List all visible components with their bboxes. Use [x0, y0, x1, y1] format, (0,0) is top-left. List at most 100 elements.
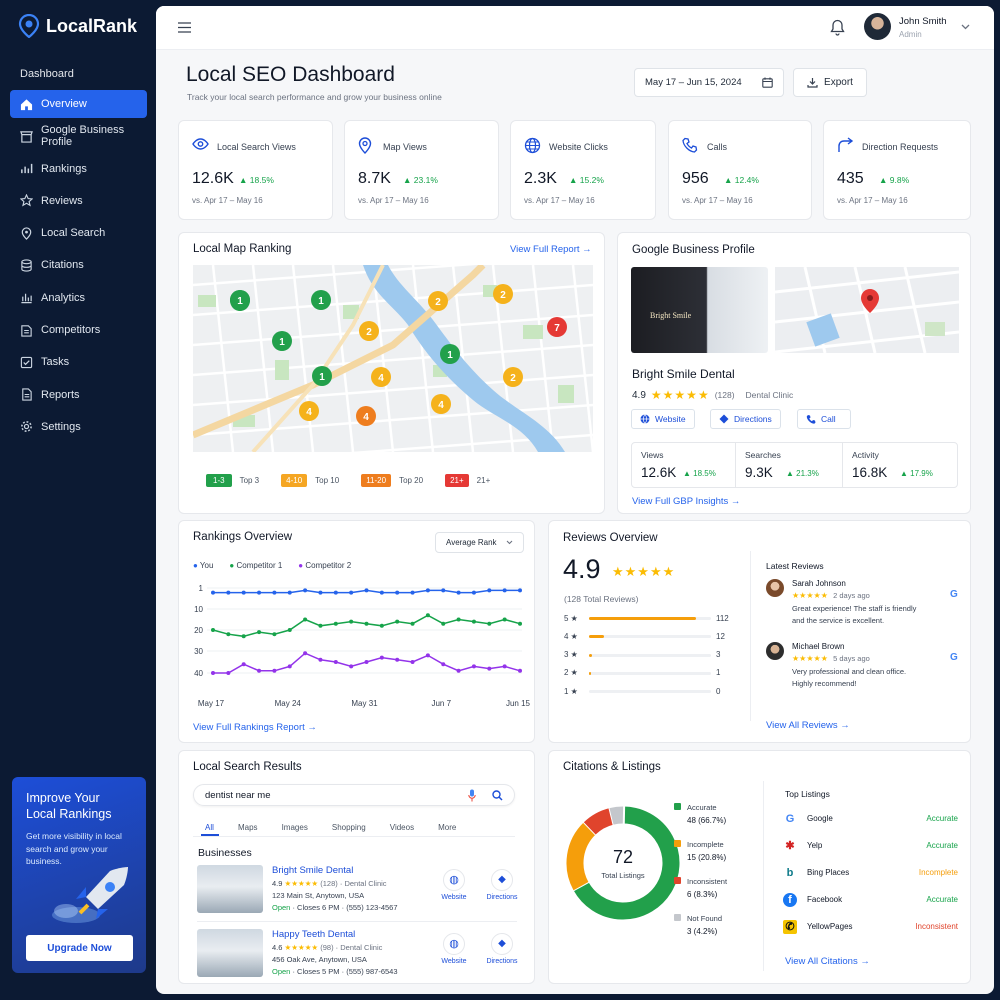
view-full-gbp-insights-link[interactable]: View Full GBP Insights → [632, 496, 741, 507]
rank-metric-select[interactable]: Average Rank [435, 532, 524, 553]
view-full-report-link[interactable]: View Full Report → [510, 244, 592, 255]
data-point[interactable] [471, 619, 476, 624]
donut-segment-not-found[interactable] [609, 806, 625, 825]
review-item[interactable]: Michael Brown ★★★★★ 5 days ago Very prof… [766, 642, 961, 692]
donut-segment-incomplete[interactable] [566, 822, 596, 891]
data-point[interactable] [303, 588, 308, 593]
result-website-action[interactable]: ◍ Website [439, 933, 469, 965]
data-point[interactable] [287, 590, 292, 595]
stat-card-website-clicks[interactable]: Website Clicks 2.3K ▲ 15.2% vs. Apr 17 –… [510, 120, 656, 220]
data-point[interactable] [333, 660, 338, 664]
map-pin[interactable]: 1 [312, 366, 332, 386]
hamburger-menu-icon[interactable] [178, 22, 191, 33]
search-box[interactable]: dentist near me [193, 784, 515, 806]
sidebar-item-citations[interactable]: Citations [10, 251, 147, 279]
map-pin[interactable]: 2 [503, 367, 523, 387]
data-point[interactable] [456, 668, 461, 673]
review-item[interactable]: Sarah Johnson ★★★★★ 2 days ago Great exp… [766, 579, 961, 629]
avatar[interactable] [864, 13, 891, 40]
stat-card-calls[interactable]: Calls 956 ▲ 12.4% vs. Apr 17 – May 16 [668, 120, 812, 220]
directions-button[interactable]: Directions [710, 409, 781, 429]
tab-videos[interactable]: Videos [389, 823, 415, 832]
data-point[interactable] [518, 588, 522, 593]
data-point[interactable] [364, 660, 369, 664]
data-point[interactable] [410, 621, 415, 626]
data-point[interactable] [257, 668, 262, 673]
map-pin[interactable]: 2 [428, 291, 448, 311]
data-point[interactable] [441, 588, 446, 593]
bell-icon[interactable] [830, 19, 845, 36]
data-point[interactable] [471, 664, 476, 669]
data-point[interactable] [379, 655, 384, 660]
data-point[interactable] [226, 590, 231, 595]
export-button[interactable]: Export [793, 68, 867, 97]
data-point[interactable] [287, 664, 292, 669]
data-point[interactable] [395, 657, 400, 662]
data-point[interactable] [395, 619, 400, 624]
listing-row[interactable]: f Facebook Accurate [783, 893, 958, 909]
view-all-citations-link[interactable]: View All Citations → [785, 956, 870, 967]
data-point[interactable] [364, 621, 369, 626]
data-point[interactable] [456, 590, 461, 595]
result-directions-action[interactable]: ◆ Directions [484, 933, 520, 965]
citations-donut-chart[interactable] [561, 801, 685, 925]
data-point[interactable] [211, 590, 215, 595]
result-website-action[interactable]: ◍ Website [439, 869, 469, 901]
map-pin[interactable]: 1 [440, 344, 460, 364]
listing-row[interactable]: G Google Accurate [783, 812, 958, 828]
data-point[interactable] [425, 653, 430, 658]
donut-segment-accurate[interactable] [573, 806, 680, 920]
sidebar-item-reviews[interactable]: Reviews [10, 187, 147, 215]
data-point[interactable] [425, 613, 430, 618]
data-point[interactable] [272, 668, 277, 673]
business-result[interactable]: Happy Teeth Dental 4.6 ★★★★★ (98) · Dent… [197, 929, 527, 989]
tab-images[interactable]: Images [281, 823, 308, 832]
data-point[interactable] [364, 588, 369, 593]
map-pin[interactable]: 2 [493, 284, 513, 304]
data-point[interactable] [471, 590, 476, 595]
business-name[interactable]: Happy Teeth Dental [272, 929, 356, 940]
listing-row[interactable]: ✆ YellowPages Inconsistent [783, 920, 958, 936]
rankings-line-chart[interactable]: 1 10 20 30 40 May 17 May 24 May 31 Jun 7 Jun 15 [179, 581, 536, 716]
data-point[interactable] [226, 632, 231, 637]
chevron-down-icon[interactable] [961, 24, 970, 30]
data-point[interactable] [441, 662, 446, 667]
data-point[interactable] [211, 628, 215, 632]
view-all-reviews-link[interactable]: View All Reviews → [766, 720, 850, 731]
tab-maps[interactable]: Maps [237, 823, 258, 832]
map-pin[interactable]: 1 [272, 331, 292, 351]
data-point[interactable] [241, 590, 246, 595]
map-pin[interactable]: 1 [311, 290, 331, 310]
data-point[interactable] [226, 671, 231, 675]
result-directions-action[interactable]: ◆ Directions [484, 869, 520, 901]
date-range-picker[interactable]: May 17 – Jun 15, 2024 [634, 68, 784, 97]
website-button[interactable]: Website [631, 409, 695, 429]
map-pin[interactable]: 4 [431, 394, 451, 414]
microphone-icon[interactable] [468, 789, 476, 802]
sidebar-item-analytics[interactable]: Analytics [10, 284, 147, 312]
tab-all[interactable]: All [205, 823, 214, 832]
data-point[interactable] [425, 588, 430, 593]
logo[interactable]: LocalRank [18, 14, 137, 38]
data-point[interactable] [502, 617, 507, 622]
search-input[interactable]: dentist near me [205, 790, 271, 801]
storefront-photo[interactable]: Bright Smile [631, 267, 768, 353]
data-point[interactable] [318, 623, 323, 628]
tab-shopping[interactable]: Shopping [331, 823, 366, 832]
data-point[interactable] [487, 588, 492, 593]
map-pin[interactable]: 2 [359, 321, 379, 341]
data-point[interactable] [410, 590, 415, 595]
data-point[interactable] [456, 617, 461, 622]
tab-more[interactable]: More [438, 823, 457, 832]
data-point[interactable] [241, 634, 246, 639]
sidebar-item-settings[interactable]: Settings [10, 413, 147, 441]
listing-row[interactable]: b Bing Places Incomplete [783, 866, 958, 882]
data-point[interactable] [287, 628, 292, 632]
data-point[interactable] [379, 590, 384, 595]
data-point[interactable] [487, 666, 492, 671]
business-name[interactable]: Bright Smile Dental [272, 865, 354, 876]
call-button[interactable]: Call [797, 409, 851, 429]
listing-row[interactable]: ✱ Yelp Accurate [783, 839, 958, 855]
view-full-rankings-report-link[interactable]: View Full Rankings Report → [193, 722, 317, 733]
data-point[interactable] [333, 590, 338, 595]
